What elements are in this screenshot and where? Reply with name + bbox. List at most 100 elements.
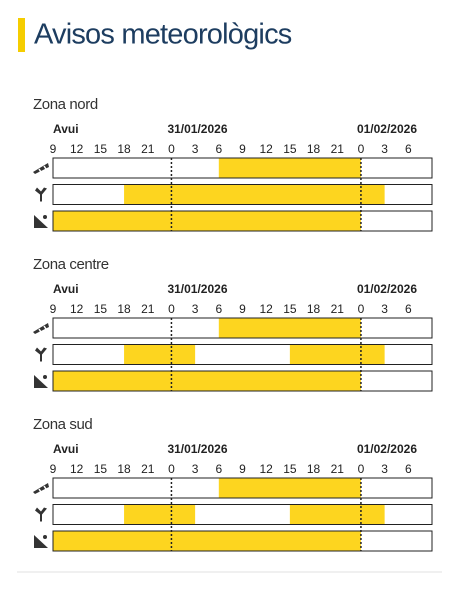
zone-name: Zona nord	[33, 96, 98, 113]
wind-icon-stripe	[43, 325, 47, 330]
hour-tick: 0	[358, 302, 365, 316]
hour-tick: 21	[141, 302, 155, 316]
wind-icon-stripe	[38, 488, 42, 493]
row-border	[52, 210, 433, 232]
hour-tick: 21	[331, 142, 345, 156]
today-label: Avui	[53, 442, 79, 456]
hour-tick: 15	[283, 462, 297, 476]
hour-tick: 0	[168, 142, 175, 156]
date-label: 31/01/2026	[167, 282, 227, 296]
wind-icon-stripe	[43, 485, 47, 490]
hour-tick: 18	[117, 142, 131, 156]
hour-tick: 12	[70, 302, 84, 316]
tree-icon	[35, 507, 47, 522]
hour-tick: 0	[168, 462, 175, 476]
snow-icon-dot	[43, 535, 47, 539]
hour-tick: 6	[405, 302, 412, 316]
wind-icon	[33, 483, 49, 494]
tree-icon	[35, 347, 47, 362]
hour-tick: 18	[307, 302, 321, 316]
row-icon	[35, 187, 47, 202]
warning-bar	[53, 371, 361, 391]
hour-tick: 12	[260, 302, 274, 316]
hour-tick: 9	[239, 142, 246, 156]
row-border	[52, 504, 433, 525]
row-icon	[33, 323, 49, 334]
hour-tick: 6	[215, 142, 222, 156]
date-label: 31/01/2026	[167, 122, 227, 136]
warning-bar	[218, 478, 361, 498]
row-border	[52, 477, 433, 499]
row-border	[52, 157, 433, 179]
hour-tick: 15	[283, 142, 297, 156]
warning-bar	[53, 211, 361, 231]
zone-name: Zona sud	[33, 416, 92, 433]
warning-bar	[124, 504, 196, 525]
hour-tick: 21	[331, 462, 345, 476]
hour-tick: 12	[260, 462, 274, 476]
snow-icon	[34, 375, 48, 388]
hour-tick: 6	[405, 142, 412, 156]
row-border	[52, 370, 433, 392]
hour-tick: 18	[117, 302, 131, 316]
snow-icon-dot	[43, 215, 47, 219]
today-label: Avui	[53, 122, 79, 136]
hour-tick: 3	[192, 142, 199, 156]
hour-tick: 9	[50, 302, 57, 316]
row-border	[52, 317, 433, 339]
hour-tick: 0	[358, 142, 365, 156]
row-icon	[34, 535, 48, 548]
hour-tick: 3	[192, 302, 199, 316]
hour-tick: 21	[331, 302, 345, 316]
hour-tick: 12	[70, 462, 84, 476]
row-border	[52, 530, 433, 552]
snow-icon	[34, 215, 48, 228]
today-label: Avui	[53, 282, 79, 296]
row-icon	[35, 507, 47, 522]
hour-tick: 9	[239, 302, 246, 316]
row-border	[52, 184, 433, 205]
page-title: Avisos meteorològics	[34, 19, 292, 51]
warning-bar	[53, 531, 361, 551]
hour-tick: 9	[239, 462, 246, 476]
wind-icon	[33, 323, 49, 334]
row-icon	[34, 215, 48, 228]
warning-bar	[289, 344, 385, 365]
warning-bar	[124, 184, 385, 205]
hour-tick: 18	[307, 142, 321, 156]
wind-icon-stripe	[43, 165, 47, 170]
row-icon	[33, 163, 49, 174]
tree-icon	[35, 187, 47, 202]
hour-tick: 15	[94, 462, 108, 476]
hour-tick: 9	[50, 462, 57, 476]
hour-tick: 12	[70, 142, 84, 156]
warning-bar	[218, 318, 361, 338]
hour-tick: 15	[94, 142, 108, 156]
hour-tick: 18	[307, 462, 321, 476]
hour-tick: 15	[283, 302, 297, 316]
hour-tick: 21	[141, 462, 155, 476]
warning-bar	[218, 158, 361, 178]
hour-tick: 0	[358, 462, 365, 476]
wind-icon	[33, 163, 49, 174]
hour-tick: 6	[405, 462, 412, 476]
hour-tick: 15	[94, 302, 108, 316]
zone-name: Zona centre	[33, 256, 109, 273]
row-icon	[33, 483, 49, 494]
hour-tick: 6	[215, 462, 222, 476]
wind-icon-stripe	[38, 168, 42, 173]
hour-tick: 3	[381, 462, 388, 476]
hour-tick: 3	[192, 462, 199, 476]
snow-icon-dot	[43, 375, 47, 379]
hour-tick: 6	[215, 302, 222, 316]
date-label: 01/02/2026	[357, 282, 417, 296]
wind-icon-stripe	[38, 328, 42, 333]
hour-tick: 21	[141, 142, 155, 156]
hour-tick: 9	[50, 142, 57, 156]
row-icon	[35, 347, 47, 362]
row-border	[52, 344, 433, 365]
warning-bar	[124, 344, 196, 365]
hour-tick: 3	[381, 302, 388, 316]
date-label: 01/02/2026	[357, 122, 417, 136]
